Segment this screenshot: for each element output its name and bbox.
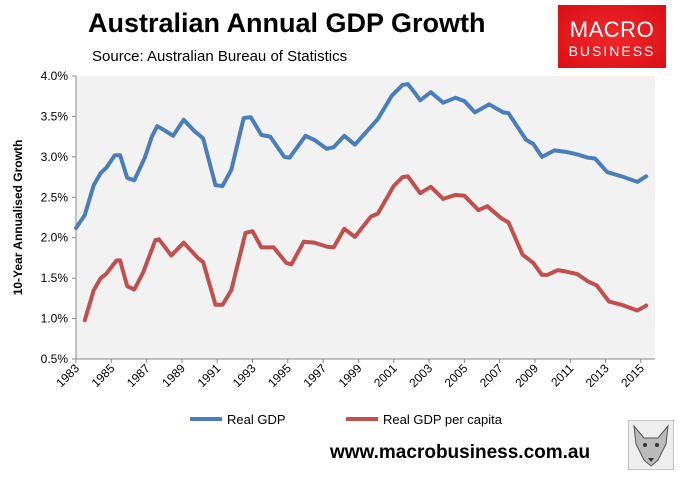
x-tick-label: 1989 [159, 361, 188, 390]
y-tick-label: 1.0% [41, 312, 69, 326]
page-title: Australian Annual GDP Growth [88, 8, 486, 38]
y-tick-label: 3.5% [41, 109, 69, 123]
x-tick-label: 1987 [124, 361, 153, 390]
legend-label: Real GDP per capita [383, 412, 503, 427]
source-subtitle: Source: Australian Bureau of Statistics [92, 48, 348, 65]
y-tick-label: 4.0% [41, 69, 69, 83]
x-tick-label: 2005 [442, 361, 471, 390]
logo-line1: MACRO [569, 17, 655, 42]
macrobusiness-logo: MACRO BUSINESS [558, 5, 666, 68]
x-tick-label: 2003 [406, 361, 435, 390]
y-tick-label: 2.5% [41, 190, 69, 204]
x-tick-label: 2013 [583, 361, 612, 390]
x-tick-label: 2011 [548, 361, 576, 389]
x-tick-label: 1999 [336, 361, 365, 390]
y-tick-label: 0.5% [41, 352, 69, 366]
y-tick-label: 2.0% [41, 231, 69, 245]
x-tick-label: 2001 [371, 361, 400, 390]
logo-line2: BUSINESS [568, 43, 656, 59]
x-tick-label: 1997 [300, 361, 329, 390]
plot-area [76, 76, 655, 359]
legend-label: Real GDP [227, 412, 286, 427]
x-tick-label: 2015 [618, 361, 647, 390]
series-line-real-gdp [74, 82, 649, 230]
x-tick-label: 1995 [265, 361, 294, 390]
y-tick-label: 3.0% [41, 150, 69, 164]
x-tick-label: 1991 [195, 361, 224, 390]
x-tick-label: 2009 [512, 361, 541, 390]
x-tick-label: 1993 [230, 361, 259, 390]
y-axis-label: 10-Year Annualised Growth [11, 140, 25, 296]
website-url: www.macrobusiness.com.au [330, 442, 591, 463]
wolf-icon [628, 420, 674, 470]
y-tick-label: 1.5% [41, 271, 69, 285]
series-line-real-gdp-per-capita [82, 174, 649, 323]
x-tick-label: 2007 [477, 361, 506, 390]
x-tick-label: 1985 [89, 361, 118, 390]
